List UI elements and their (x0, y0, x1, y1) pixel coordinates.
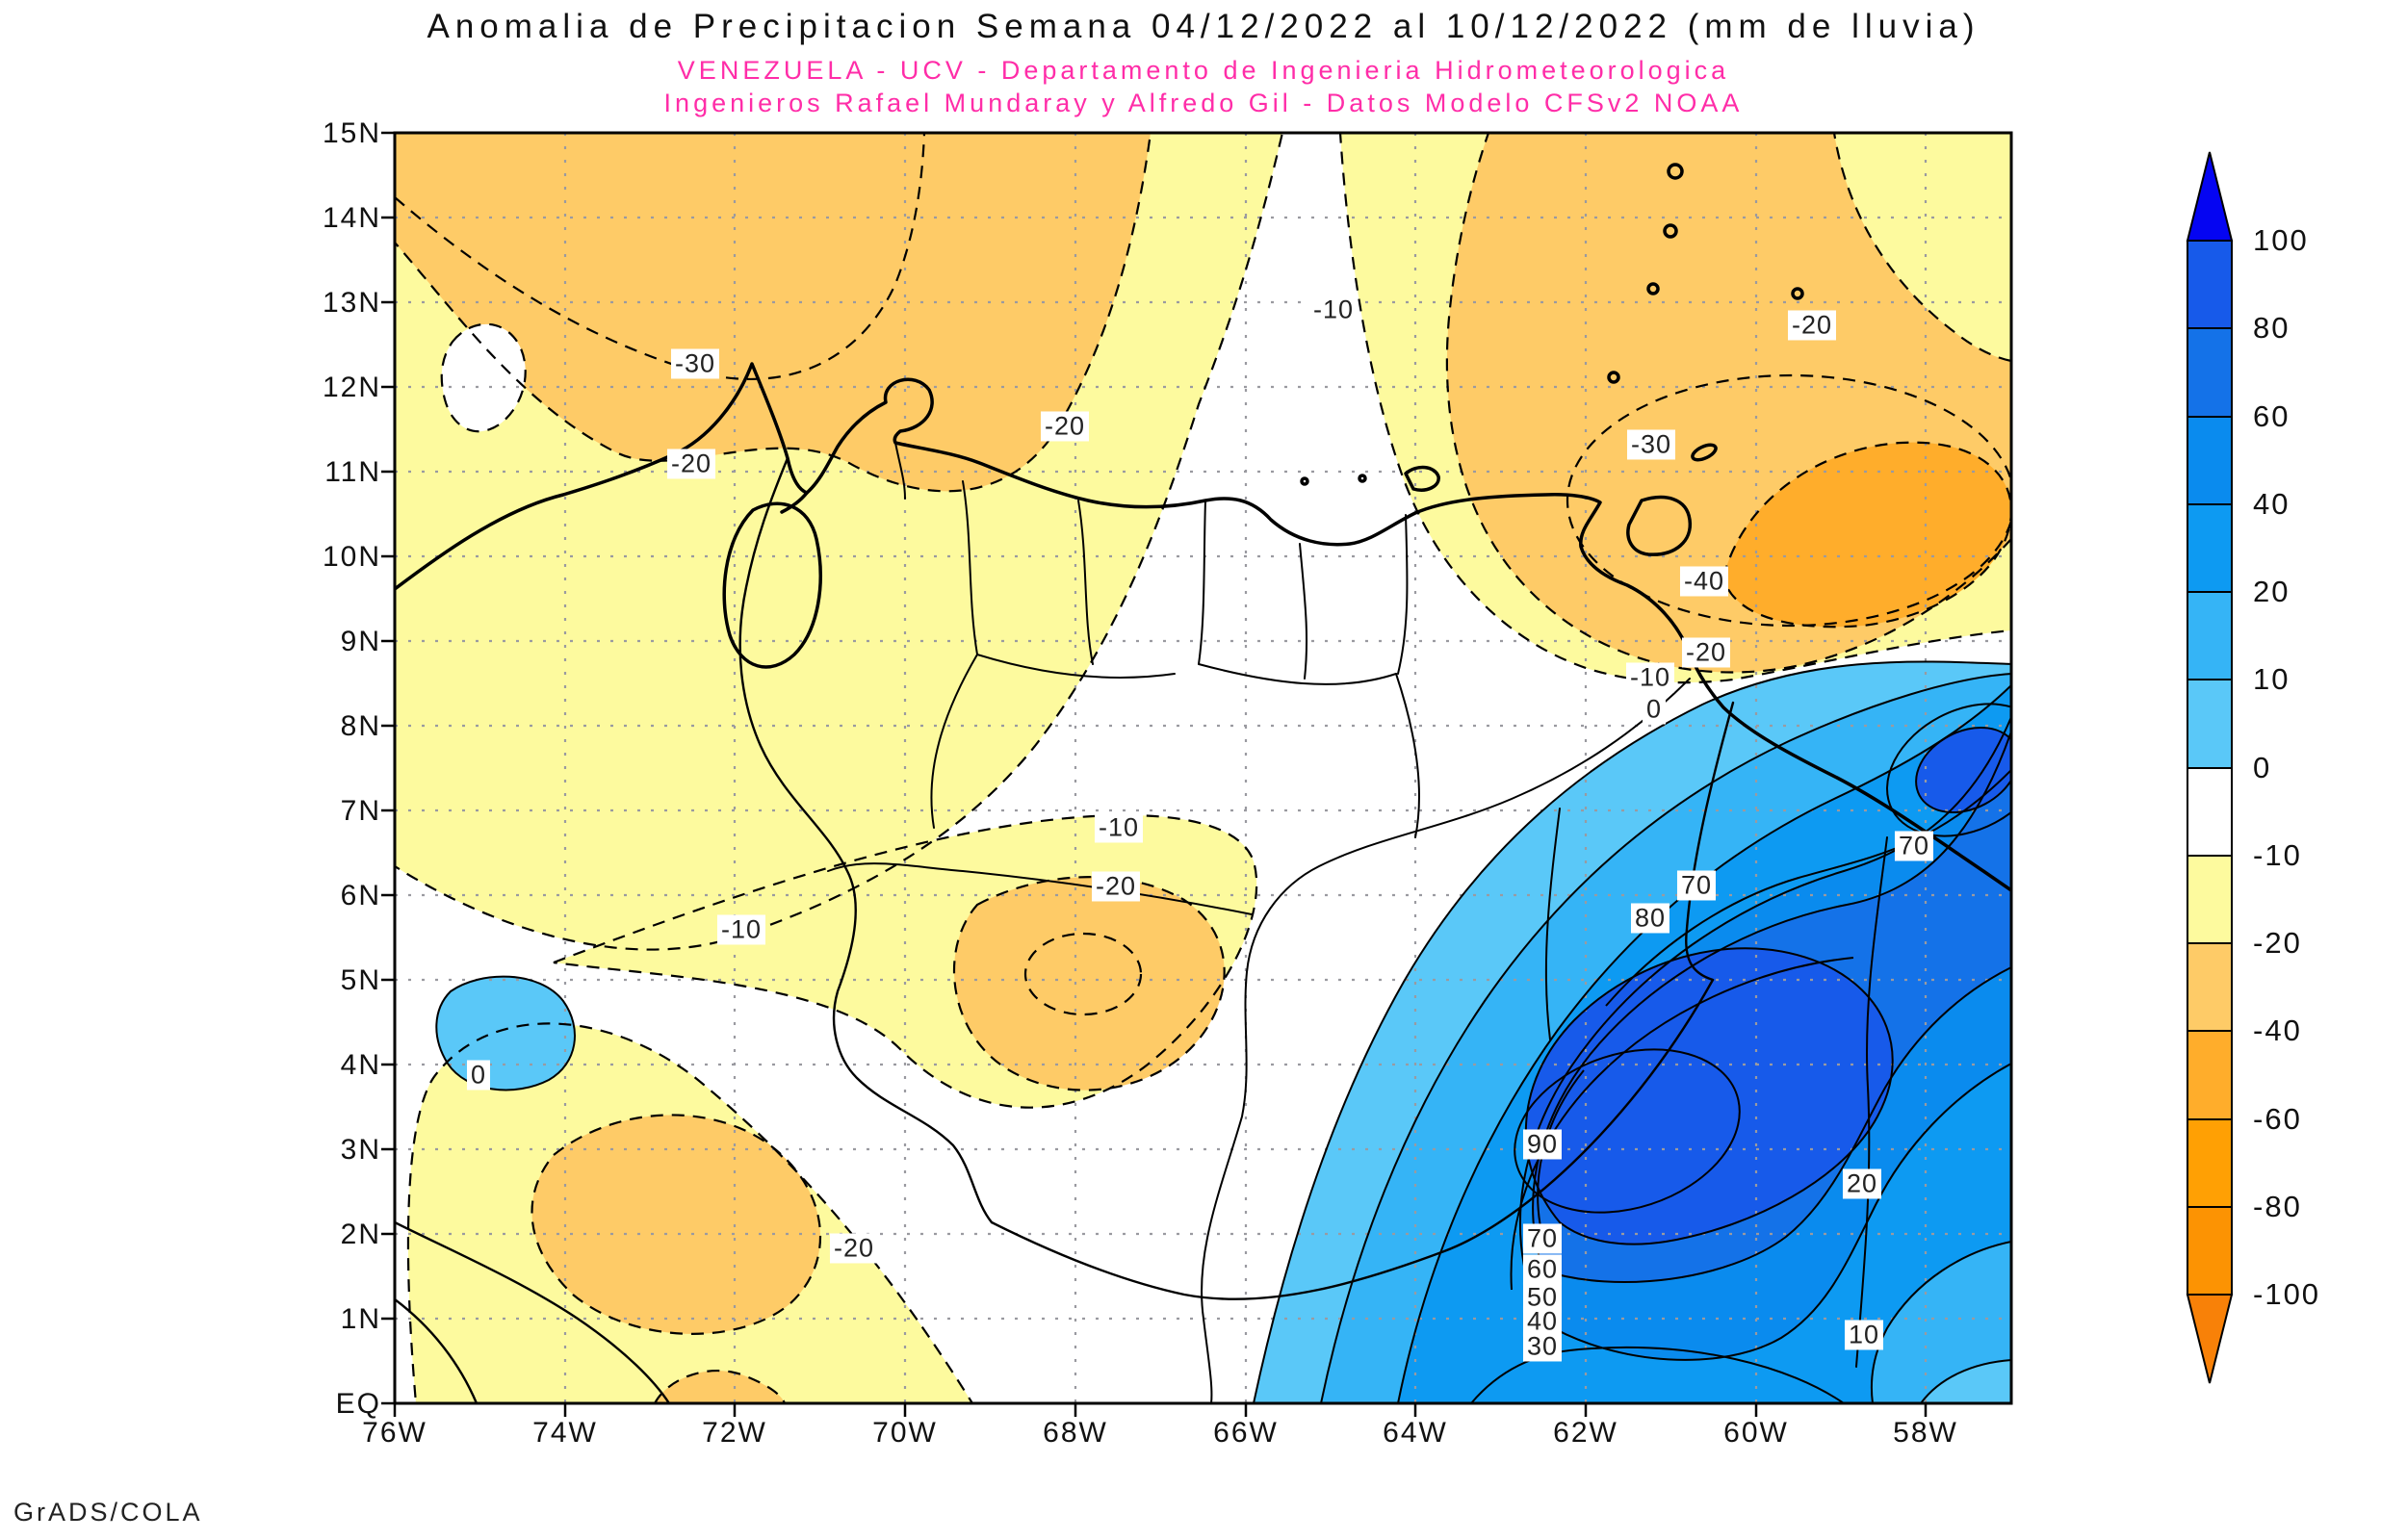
positive-contours (435, 660, 2011, 1403)
contour-label: 90 (1522, 1129, 1563, 1160)
colorbar-label: -40 (2253, 1014, 2302, 1047)
contour-label: 30 (1522, 1331, 1563, 1362)
lon-label: 64W (1383, 1417, 1448, 1449)
lat-label: 15N (322, 117, 381, 149)
lon-label: 76W (362, 1417, 427, 1449)
subtitle-line-1: VENEZUELA - UCV - Departamento de Ingeni… (677, 56, 1730, 85)
colorbar-label: -100 (2253, 1277, 2321, 1311)
colorbar-label: -60 (2253, 1102, 2302, 1136)
lat-label: 4N (340, 1049, 381, 1081)
contour-label: -30 (670, 348, 720, 379)
colorbar-label: -10 (2253, 838, 2302, 872)
contour-label: -10 (716, 914, 766, 945)
contour-label: 0 (1642, 694, 1667, 725)
contour-label: 80 (1630, 903, 1670, 934)
contour-label: -20 (1040, 411, 1090, 442)
subtitle-line-2: Ingenieros Rafael Mundaray y Alfredo Gil… (663, 89, 1744, 117)
contour-label: -40 (1679, 566, 1729, 597)
lat-label: 7N (340, 795, 381, 827)
colorbar-label: -80 (2253, 1190, 2302, 1223)
lat-label: 11N (324, 456, 381, 488)
grid-lines (395, 133, 2011, 1403)
colorbar-label: -20 (2253, 926, 2302, 960)
lat-label: 14N (322, 202, 381, 234)
positive-anomaly-fills (436, 661, 2011, 1403)
contour-label: -20 (829, 1233, 879, 1264)
page-title: Anomalia de Precipitacion Semana 04/12/2… (427, 8, 1980, 45)
lat-label: 12N (322, 372, 381, 403)
lon-label: 66W (1213, 1417, 1279, 1449)
coastline (395, 163, 2011, 892)
lat-label: 5N (340, 964, 381, 996)
colorbar-label: 0 (2253, 751, 2272, 784)
colorbar-label: 10 (2253, 662, 2291, 696)
lat-label: 8N (340, 710, 381, 742)
negative-contours (395, 133, 2011, 1403)
contour-label: -20 (1787, 310, 1837, 341)
country-borders (395, 456, 1735, 1403)
contour-label: -10 (1094, 812, 1144, 843)
contour-label: -10 (1625, 662, 1675, 693)
contour-label: 40 (1522, 1306, 1563, 1337)
lon-label: 58W (1893, 1417, 1958, 1449)
contour-label: 20 (1842, 1168, 1882, 1199)
contour-label: -20 (1681, 637, 1731, 668)
lat-label: 3N (340, 1134, 381, 1166)
contour-label: 0 (466, 1060, 491, 1091)
grads-credit: GrADS/COLA (13, 1498, 203, 1527)
contour-label: 70 (1894, 831, 1934, 861)
contour-label: -20 (1091, 871, 1141, 902)
lon-label: 70W (872, 1417, 938, 1449)
rivers-and-state-borders (827, 442, 1888, 1403)
lon-label: 60W (1723, 1417, 1789, 1449)
lon-label: 68W (1043, 1417, 1108, 1449)
lat-label: 13N (322, 287, 381, 319)
contour-label: 70 (1522, 1223, 1563, 1254)
colorbar (2186, 151, 2234, 1384)
colorbar-label: 20 (2253, 575, 2291, 608)
lat-label: 10N (322, 541, 381, 573)
lon-label: 62W (1553, 1417, 1618, 1449)
contour-label: -30 (1626, 429, 1676, 460)
lon-label: 74W (532, 1417, 598, 1449)
contour-label: 60 (1522, 1254, 1563, 1285)
colorbar-label: 40 (2253, 487, 2291, 521)
lat-label: 9N (340, 626, 381, 657)
lat-label: 2N (340, 1219, 381, 1250)
colorbar-label: 100 (2253, 223, 2309, 257)
contour-label: 10 (1844, 1320, 1884, 1350)
lat-label: 1N (340, 1303, 381, 1335)
lat-label: 6N (340, 880, 381, 911)
colorbar-label: 80 (2253, 311, 2291, 345)
lat-label: EQ (335, 1388, 381, 1420)
lon-label: 72W (702, 1417, 767, 1449)
colorbar-label: 60 (2253, 399, 2291, 433)
contour-label: -10 (1308, 295, 1359, 325)
contour-label: 70 (1676, 870, 1717, 901)
contour-label: -20 (666, 449, 716, 479)
map-frame (381, 131, 2013, 1417)
